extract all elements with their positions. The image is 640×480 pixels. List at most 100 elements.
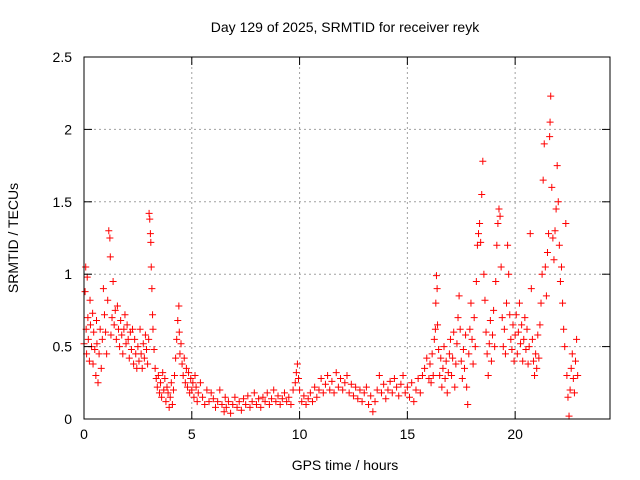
plot-frame	[83, 56, 611, 420]
data-point	[205, 398, 213, 406]
data-point	[324, 372, 332, 380]
data-point	[562, 220, 570, 228]
data-point	[190, 393, 198, 401]
data-point	[443, 389, 451, 397]
data-point	[403, 383, 411, 391]
data-point	[509, 321, 517, 329]
data-point	[187, 374, 195, 382]
data-point	[141, 331, 149, 339]
data-point	[458, 374, 466, 382]
data-point	[294, 374, 302, 382]
data-point	[96, 325, 104, 333]
data-point	[514, 328, 522, 336]
data-point	[445, 350, 453, 358]
data-point	[380, 380, 388, 388]
data-point	[145, 209, 153, 217]
data-point	[473, 241, 481, 249]
data-point	[330, 389, 338, 397]
data-point	[572, 357, 580, 365]
data-point	[469, 360, 477, 368]
data-point	[110, 321, 118, 329]
data-point	[535, 354, 543, 362]
data-point	[125, 354, 133, 362]
data-point	[112, 335, 120, 343]
data-point	[482, 328, 490, 336]
data-point	[522, 345, 530, 353]
axis-ticks: 0 5 10 15 20 0 0.5 1 1.5 2 2.5	[53, 49, 610, 442]
x-axis-label: GPS time / hours	[292, 457, 399, 473]
data-point	[546, 118, 554, 126]
data-point	[527, 285, 535, 293]
data-point	[343, 372, 351, 380]
data-point	[390, 374, 398, 382]
data-point	[497, 263, 505, 271]
data-point	[199, 393, 207, 401]
data-point	[285, 393, 293, 401]
data-point	[135, 357, 143, 365]
data-point	[145, 335, 153, 343]
data-point	[339, 386, 347, 394]
data-point	[418, 372, 426, 380]
data-point	[153, 383, 161, 391]
data-point	[570, 389, 578, 397]
data-point	[326, 386, 334, 394]
data-point	[97, 364, 105, 372]
data-point	[86, 321, 94, 329]
data-point	[561, 343, 569, 351]
data-point	[201, 401, 209, 409]
data-point	[194, 389, 202, 397]
data-point	[545, 230, 553, 238]
data-point	[423, 354, 431, 362]
data-point	[455, 292, 463, 300]
data-point	[386, 377, 394, 385]
data-point	[468, 335, 476, 343]
data-point	[466, 325, 474, 333]
data-point	[139, 340, 147, 348]
y-tick-label: 1.5	[53, 194, 73, 210]
data-point	[399, 372, 407, 380]
data-point	[91, 345, 99, 353]
data-point	[150, 345, 158, 353]
data-point	[306, 389, 314, 397]
data-point	[179, 372, 187, 380]
data-point	[560, 325, 568, 333]
data-point	[214, 398, 222, 406]
data-point	[565, 412, 573, 420]
data-point	[176, 350, 184, 358]
data-point	[406, 393, 414, 401]
data-point	[360, 389, 368, 397]
data-point	[274, 392, 282, 400]
data-point	[191, 372, 199, 380]
data-point	[555, 241, 563, 249]
data-point	[315, 386, 323, 394]
data-point	[113, 302, 121, 310]
data-point	[144, 360, 152, 368]
data-point	[534, 331, 542, 339]
data-point	[92, 372, 100, 380]
data-point	[471, 343, 479, 351]
data-point	[512, 311, 520, 319]
data-point	[548, 183, 556, 191]
data-point	[137, 350, 145, 358]
y-tick-label: 2.5	[53, 49, 73, 65]
data-point	[541, 263, 549, 271]
y-tick-label: 0	[64, 411, 72, 427]
data-point	[441, 374, 449, 382]
data-point	[513, 350, 521, 358]
data-point	[129, 325, 137, 333]
data-point	[500, 325, 508, 333]
data-point	[448, 372, 456, 380]
data-point	[449, 354, 457, 362]
data-point	[496, 212, 504, 220]
data-point	[528, 335, 536, 343]
data-point	[539, 176, 547, 184]
data-point	[414, 374, 422, 382]
data-point	[188, 386, 196, 394]
data-point	[86, 296, 94, 304]
data-point	[504, 241, 512, 249]
data-point	[311, 383, 319, 391]
data-point	[491, 343, 499, 351]
data-point	[566, 386, 574, 394]
data-point	[478, 191, 486, 199]
data-point	[163, 383, 171, 391]
